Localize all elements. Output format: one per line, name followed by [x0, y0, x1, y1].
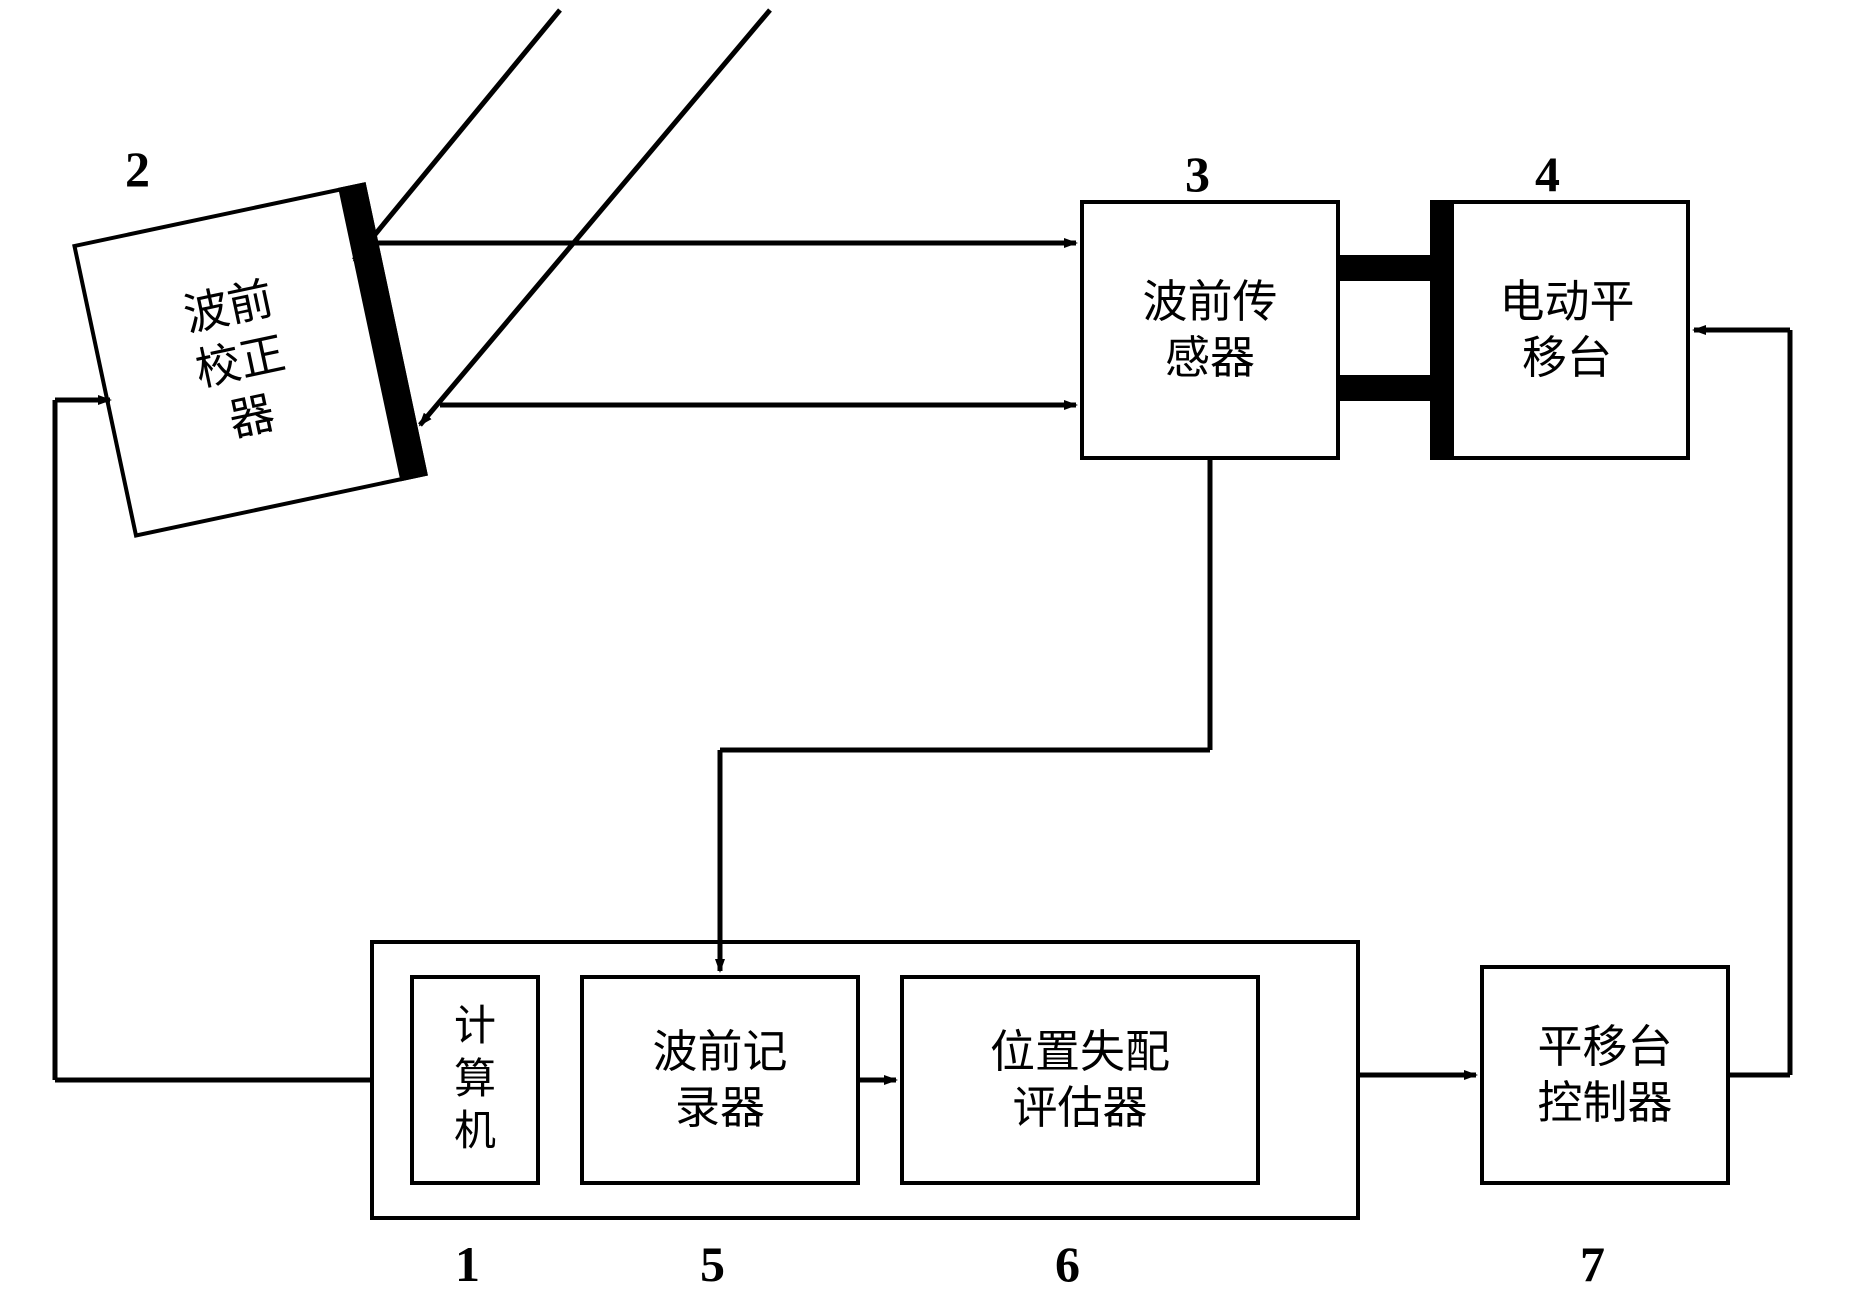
num-7: 7: [1580, 1235, 1605, 1293]
box-corrector: 波前 校正 器: [72, 182, 428, 538]
connector-top: [1340, 255, 1430, 281]
connector-bot: [1340, 375, 1430, 401]
box-stage: 电动平 移台: [1430, 200, 1690, 460]
label-corrector: 波前 校正 器: [179, 266, 322, 454]
num-3: 3: [1185, 145, 1210, 203]
corrector-face-strip: [338, 182, 428, 481]
label-stage: 电动平 移台: [1485, 274, 1634, 387]
box-computer: 计 算 机: [410, 975, 540, 1185]
label-sensor: 波前传 感器: [1142, 274, 1277, 387]
num-4: 4: [1535, 145, 1560, 203]
label-evaluator: 位置失配 评估器: [990, 1024, 1170, 1137]
line-incoming2: [420, 10, 770, 425]
box-controller: 平移台 控制器: [1480, 965, 1730, 1185]
label-controller: 平移台 控制器: [1537, 1019, 1672, 1132]
num-5: 5: [700, 1235, 725, 1293]
box-sensor: 波前传 感器: [1080, 200, 1340, 460]
label-recorder: 波前记 录器: [652, 1024, 787, 1137]
num-1: 1: [455, 1235, 480, 1293]
num-2: 2: [125, 140, 150, 198]
diagram-canvas: 波前 校正 器 波前传 感器 电动平 移台 计 算 机 波前记 录器 位置失配 …: [0, 0, 1863, 1300]
box-evaluator: 位置失配 评估器: [900, 975, 1260, 1185]
num-6: 6: [1055, 1235, 1080, 1293]
box-recorder: 波前记 录器: [580, 975, 860, 1185]
stage-face-strip: [1430, 200, 1454, 460]
line-incoming1: [354, 10, 560, 260]
label-computer: 计 算 机: [454, 1001, 496, 1159]
